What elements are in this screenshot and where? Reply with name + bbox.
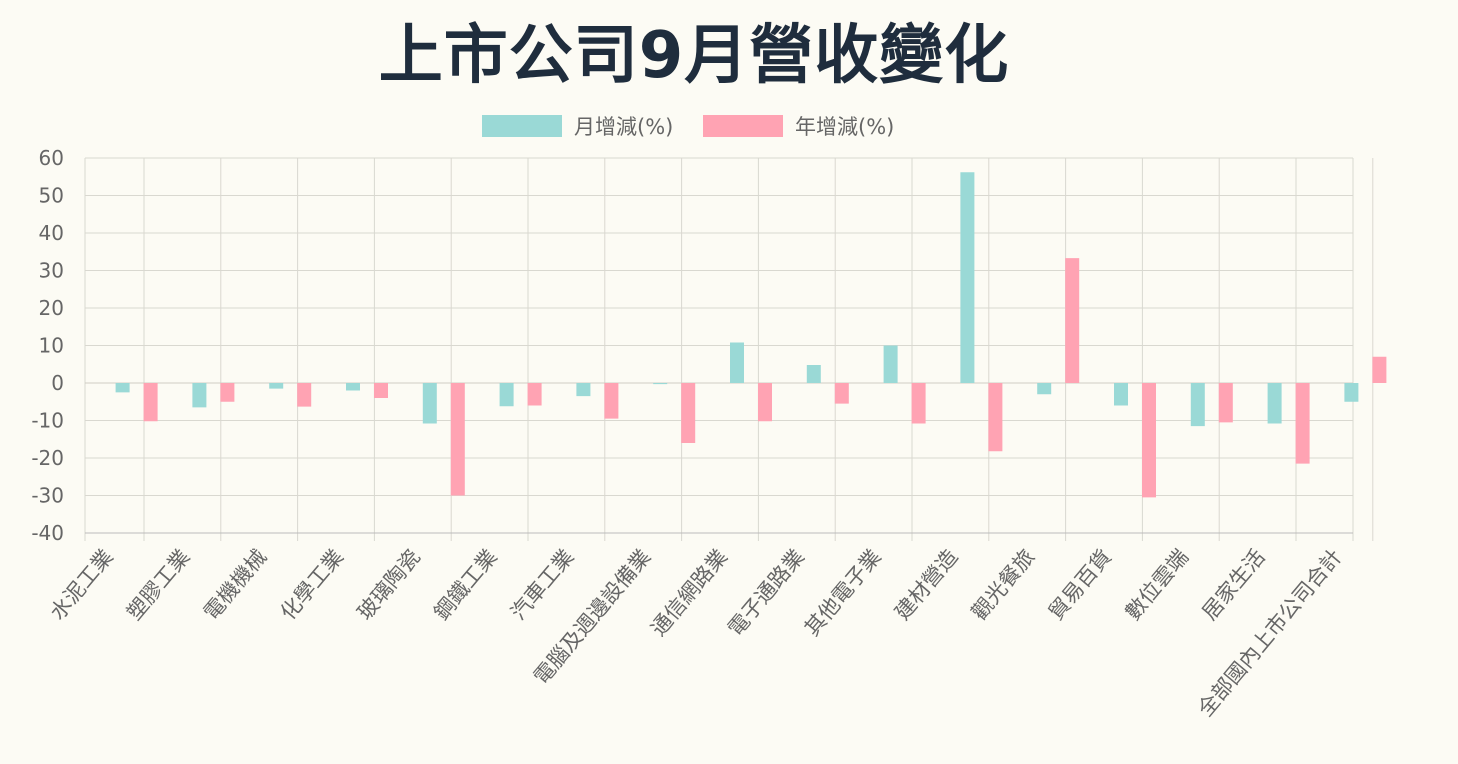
x-tick-label: 通信網路業 — [646, 545, 732, 641]
y-tick-label: 30 — [39, 259, 64, 283]
x-tick-label: 數位雲端 — [1121, 545, 1193, 625]
y-tick-label: -20 — [31, 446, 64, 470]
bar-mom — [730, 342, 744, 383]
bar-yoy — [681, 383, 696, 443]
x-tick-label: 塑膠工業 — [122, 545, 194, 625]
legend-swatch — [703, 115, 783, 137]
y-tick-label: 60 — [39, 146, 64, 170]
x-tick-label: 水泥工業 — [45, 545, 117, 625]
y-tick-label: -30 — [31, 484, 64, 508]
bar-mom — [1190, 383, 1205, 427]
bar-yoy — [1372, 356, 1387, 383]
y-tick-label: 40 — [39, 221, 64, 245]
x-tick-label: 居家生活 — [1197, 545, 1269, 625]
bar-mom — [653, 383, 668, 385]
bar-yoy — [374, 383, 388, 398]
x-tick-label: 建材營造 — [890, 545, 962, 625]
bar-yoy — [1065, 258, 1080, 383]
bar-mom — [883, 345, 898, 383]
x-tick-label: 貿易百貨 — [1044, 545, 1116, 625]
legend-label: 月增減(%) — [574, 115, 673, 139]
bar-mom — [346, 383, 360, 391]
x-tick-label: 鋼鐵工業 — [429, 545, 501, 625]
bar-yoy — [450, 383, 465, 496]
x-tick-label: 化學工業 — [276, 545, 348, 625]
x-tick-label: 觀光餐旅 — [967, 545, 1039, 625]
bar-mom — [806, 365, 821, 383]
bar-yoy — [220, 383, 235, 402]
x-tick-label: 其他電子業 — [800, 545, 886, 641]
bar-mom — [115, 383, 130, 393]
bar-yoy — [604, 383, 619, 419]
legend-label: 年增減(%) — [795, 115, 894, 139]
bar-mom — [422, 383, 437, 424]
bar-mom — [1037, 383, 1052, 395]
bar-yoy — [911, 383, 926, 424]
y-tick-label: -40 — [31, 521, 64, 545]
bar-mom — [269, 383, 284, 389]
bar-yoy — [1295, 383, 1310, 464]
y-tick-label: 50 — [39, 184, 64, 208]
legend-swatch — [482, 115, 562, 137]
bar-yoy — [988, 383, 1003, 452]
bar-yoy — [1218, 383, 1233, 423]
bar-mom — [192, 383, 207, 408]
y-tick-label: -10 — [31, 409, 64, 433]
x-tick-label: 玻璃陶瓷 — [353, 545, 425, 625]
y-tick-label: 10 — [39, 334, 64, 358]
bar-mom — [1114, 383, 1128, 406]
x-tick-label: 電子通路業 — [723, 545, 809, 641]
bar-yoy — [527, 383, 542, 406]
y-tick-label: 20 — [39, 296, 64, 320]
bar-yoy — [834, 383, 849, 404]
bar-mom — [499, 383, 514, 407]
x-tick-label: 汽車工業 — [506, 545, 578, 625]
bar-mom — [960, 172, 975, 383]
bar-yoy — [143, 383, 158, 422]
x-tick-label: 電機機械 — [199, 545, 271, 625]
bar-yoy — [1142, 383, 1156, 498]
bar-yoy — [297, 383, 312, 407]
bar-mom — [1344, 383, 1359, 402]
y-tick-label: 0 — [51, 371, 64, 395]
bar-yoy — [758, 383, 772, 422]
bar-mom — [1267, 383, 1282, 424]
chart-title: 上市公司9月營收變化 — [378, 19, 1010, 93]
bar-mom — [576, 383, 591, 397]
x-tick-label: 全部國內上市公司合計 — [1193, 545, 1346, 721]
